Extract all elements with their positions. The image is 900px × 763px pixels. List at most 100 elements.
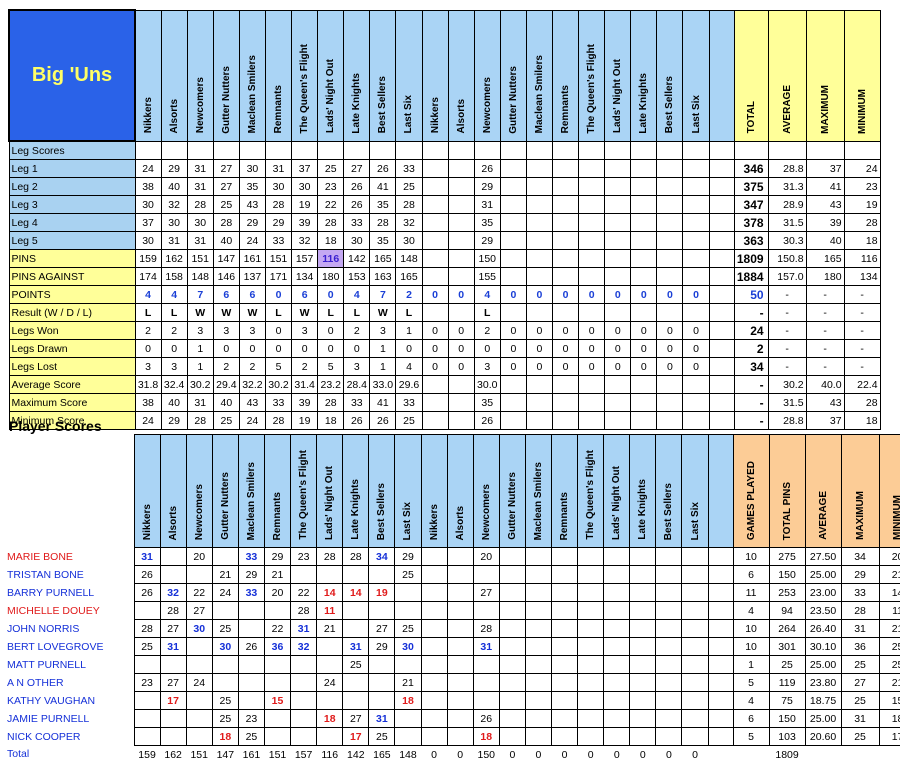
team-name: Gutter Nutters [508,66,519,134]
player-score-cell: 28 [343,548,369,566]
stat-cell: 34 [734,358,768,376]
player-scores-heading: Player Scores [9,418,102,434]
score-cell: 30.2 [265,376,291,394]
total-cell: 142 [343,746,369,763]
score-cell [605,250,631,268]
total-cell: 0 [578,746,604,763]
player-score-cell [578,728,604,746]
team-column-header: Lads' Night Out [317,435,343,548]
team-column-header: Maclean Smilers [239,10,265,141]
score-cell: 19 [292,196,318,214]
team-name: The Queen's Flight [586,44,597,134]
empty-cell [344,141,370,160]
empty-cell [805,746,841,763]
player-score-cell [238,674,264,692]
score-cell [631,160,657,178]
stat-column-header: AVERAGE [768,10,806,141]
score-cell: 1 [370,358,396,376]
score-cell: 26 [344,178,370,196]
spacer-cell [709,214,734,232]
team-column-header: Lads' Night Out [605,10,631,141]
score-cell: 30 [187,214,213,232]
score-cell: 0 [553,340,579,358]
score-cell: 32 [292,232,318,250]
score-cell [657,376,683,394]
player-score-cell: 29 [264,548,290,566]
empty-cell [734,141,768,160]
player-score-cell: 21 [317,620,343,638]
team-column-header: Lads' Night Out [604,435,630,548]
row-label: Legs Won [9,322,135,340]
score-cell: 4 [344,286,370,304]
score-cell: 24 [239,412,265,430]
player-score-cell: 31 [369,710,395,728]
score-cell [526,268,552,286]
score-cell [579,304,605,322]
stat-cell: 28.9 [768,196,806,214]
player-score-cell [552,710,578,728]
spacer-cell [708,728,733,746]
score-cell [683,394,709,412]
player-stat-cell: 1 [733,656,769,674]
player-stat-cell: 25.00 [805,656,841,674]
team-name: Last Six [691,95,702,133]
stat-cell: 40 [806,232,844,250]
player-score-cell: 29 [369,638,395,656]
score-cell: 0 [500,322,526,340]
player-name: A N OTHER [5,674,134,692]
score-cell: 25 [213,196,239,214]
score-cell: 35 [370,232,396,250]
player-stat-cell: 15 [879,692,900,710]
stat-column-header: MINIMUM [844,10,880,141]
score-cell [553,376,579,394]
player-score-cell [186,638,212,656]
score-cell: 27 [213,160,239,178]
player-score-cell: 27 [343,710,369,728]
score-cell: 3 [292,322,318,340]
score-cell: 31 [187,232,213,250]
total-cell: 150 [473,746,499,763]
score-cell: 157 [292,250,318,268]
player-score-cell [525,710,551,728]
player-score-cell [369,656,395,674]
team-name: Alsorts [168,506,179,540]
player-score-cell: 27 [160,674,186,692]
team-name: Lads' Night Out [325,59,336,133]
score-cell [448,304,474,322]
player-score-cell [395,602,421,620]
score-cell: 30 [292,178,318,196]
score-cell [553,178,579,196]
score-cell [500,268,526,286]
score-cell: 0 [448,340,474,358]
score-cell [448,232,474,250]
score-cell: 31 [187,160,213,178]
score-cell: 18 [318,412,344,430]
score-cell: 0 [605,322,631,340]
team-column-header: Nikkers [422,10,448,141]
stat-cell: 43 [806,394,844,412]
score-cell: 31 [187,394,213,412]
player-stat-cell: 34 [841,548,879,566]
score-cell: 37 [135,214,161,232]
score-cell [657,412,683,430]
score-cell: 29 [161,160,187,178]
stat-cell: 31.5 [768,394,806,412]
stat-cell: 30.2 [768,376,806,394]
stat-cell: - [768,286,806,304]
stat-cell: 37 [806,412,844,430]
total-pins: 1809 [769,746,805,763]
score-cell: 3 [344,358,370,376]
player-stat-cell: 23.00 [805,584,841,602]
team-name: Maclean Smilers [533,462,544,540]
player-stat-header: GAMES PLAYED [733,435,769,548]
team-name: Last Six [403,95,414,133]
player-score-cell: 24 [212,584,238,602]
stat-cell: 23 [844,178,880,196]
score-cell [683,232,709,250]
score-cell [422,376,448,394]
score-cell: 28 [265,196,291,214]
